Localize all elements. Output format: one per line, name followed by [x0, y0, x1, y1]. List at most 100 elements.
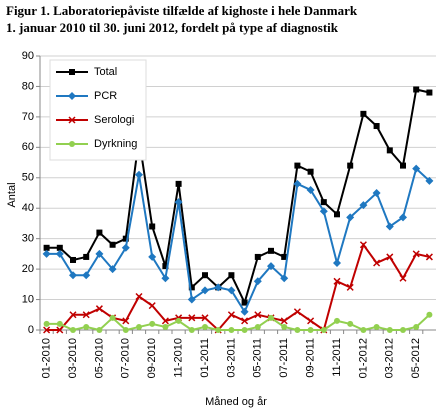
x-tick-label: 03-2011 — [225, 338, 237, 378]
legend-label: PCR — [94, 90, 117, 102]
marker — [122, 317, 130, 325]
marker — [214, 283, 223, 292]
y-tick-label: 40 — [22, 202, 34, 214]
x-tick-label: 11-2010 — [173, 338, 185, 378]
x-tick-label: 01-2012 — [357, 338, 369, 378]
marker — [319, 207, 328, 216]
marker — [201, 286, 209, 295]
marker — [228, 272, 235, 279]
x-tick-label: 01-2011 — [199, 338, 211, 378]
marker — [69, 141, 75, 147]
marker — [68, 92, 76, 100]
chart-title: Figur 1. Laboratoriepåviste tilfælde af … — [6, 3, 358, 18]
marker — [294, 162, 301, 169]
marker — [254, 253, 261, 260]
y-tick-label: 90 — [22, 50, 34, 62]
x-tick-label: 03-2010 — [67, 338, 79, 378]
marker — [280, 274, 289, 283]
marker — [320, 199, 327, 206]
x-tick-label: 09-2010 — [146, 338, 158, 378]
marker — [425, 176, 434, 185]
marker — [333, 259, 341, 268]
marker — [227, 286, 236, 295]
marker — [148, 252, 157, 261]
marker — [413, 86, 420, 93]
marker — [334, 317, 340, 324]
x-tick-label: 05-2012 — [410, 338, 422, 378]
marker — [254, 323, 261, 330]
marker — [108, 265, 117, 274]
marker — [412, 164, 421, 173]
marker — [241, 327, 248, 333]
marker — [83, 253, 90, 260]
marker — [268, 314, 274, 321]
marker — [413, 323, 420, 330]
y-axis-label: Antal — [6, 182, 18, 207]
marker — [399, 274, 407, 282]
y-tick-label: 50 — [22, 172, 34, 184]
x-tick-label: 05-2010 — [93, 338, 105, 378]
marker — [136, 323, 142, 330]
marker — [425, 253, 433, 261]
x-tick-label: 09-2011 — [305, 338, 317, 378]
marker — [43, 244, 50, 251]
marker — [202, 323, 208, 330]
x-tick-label: 11-2011 — [331, 338, 343, 377]
marker — [95, 249, 104, 258]
marker — [187, 295, 196, 304]
marker — [293, 308, 301, 316]
marker — [280, 317, 288, 325]
marker — [400, 162, 406, 169]
marker — [96, 327, 103, 333]
marker — [188, 327, 195, 333]
marker — [188, 284, 195, 291]
y-tick-label: 20 — [22, 263, 34, 275]
marker — [135, 170, 143, 179]
marker — [373, 259, 381, 267]
y-tick-label: 0 — [28, 324, 34, 336]
marker — [386, 253, 394, 261]
marker — [426, 311, 433, 318]
marker — [121, 243, 130, 252]
marker — [70, 256, 76, 263]
marker — [333, 277, 341, 285]
x-tick-label: 05-2011 — [252, 338, 264, 378]
marker — [347, 320, 354, 327]
marker — [254, 311, 262, 319]
marker — [334, 211, 340, 218]
marker — [109, 314, 116, 321]
marker — [149, 320, 156, 327]
x-tick-label: 03-2012 — [384, 338, 396, 378]
marker — [201, 314, 209, 322]
marker — [56, 320, 63, 327]
marker — [306, 185, 315, 194]
marker — [360, 110, 367, 117]
marker — [386, 327, 393, 333]
x-tick-label: 01-2010 — [41, 338, 53, 378]
marker — [346, 213, 355, 222]
marker — [267, 262, 275, 271]
marker — [307, 317, 315, 325]
marker — [175, 317, 182, 324]
y-tick-label: 60 — [22, 141, 34, 153]
marker — [373, 123, 380, 130]
marker — [293, 179, 302, 188]
marker — [83, 323, 90, 330]
marker — [122, 327, 129, 333]
marker — [82, 311, 90, 319]
marker — [149, 223, 156, 230]
series-line — [46, 166, 431, 314]
marker — [69, 69, 75, 75]
marker — [135, 292, 143, 301]
marker — [175, 180, 182, 187]
marker — [281, 253, 288, 260]
marker — [399, 213, 407, 222]
marker — [360, 327, 367, 333]
marker — [42, 249, 51, 258]
marker — [227, 311, 235, 319]
marker — [43, 320, 50, 327]
marker — [188, 314, 196, 322]
y-tick-label: 80 — [22, 80, 34, 92]
marker — [346, 283, 354, 291]
